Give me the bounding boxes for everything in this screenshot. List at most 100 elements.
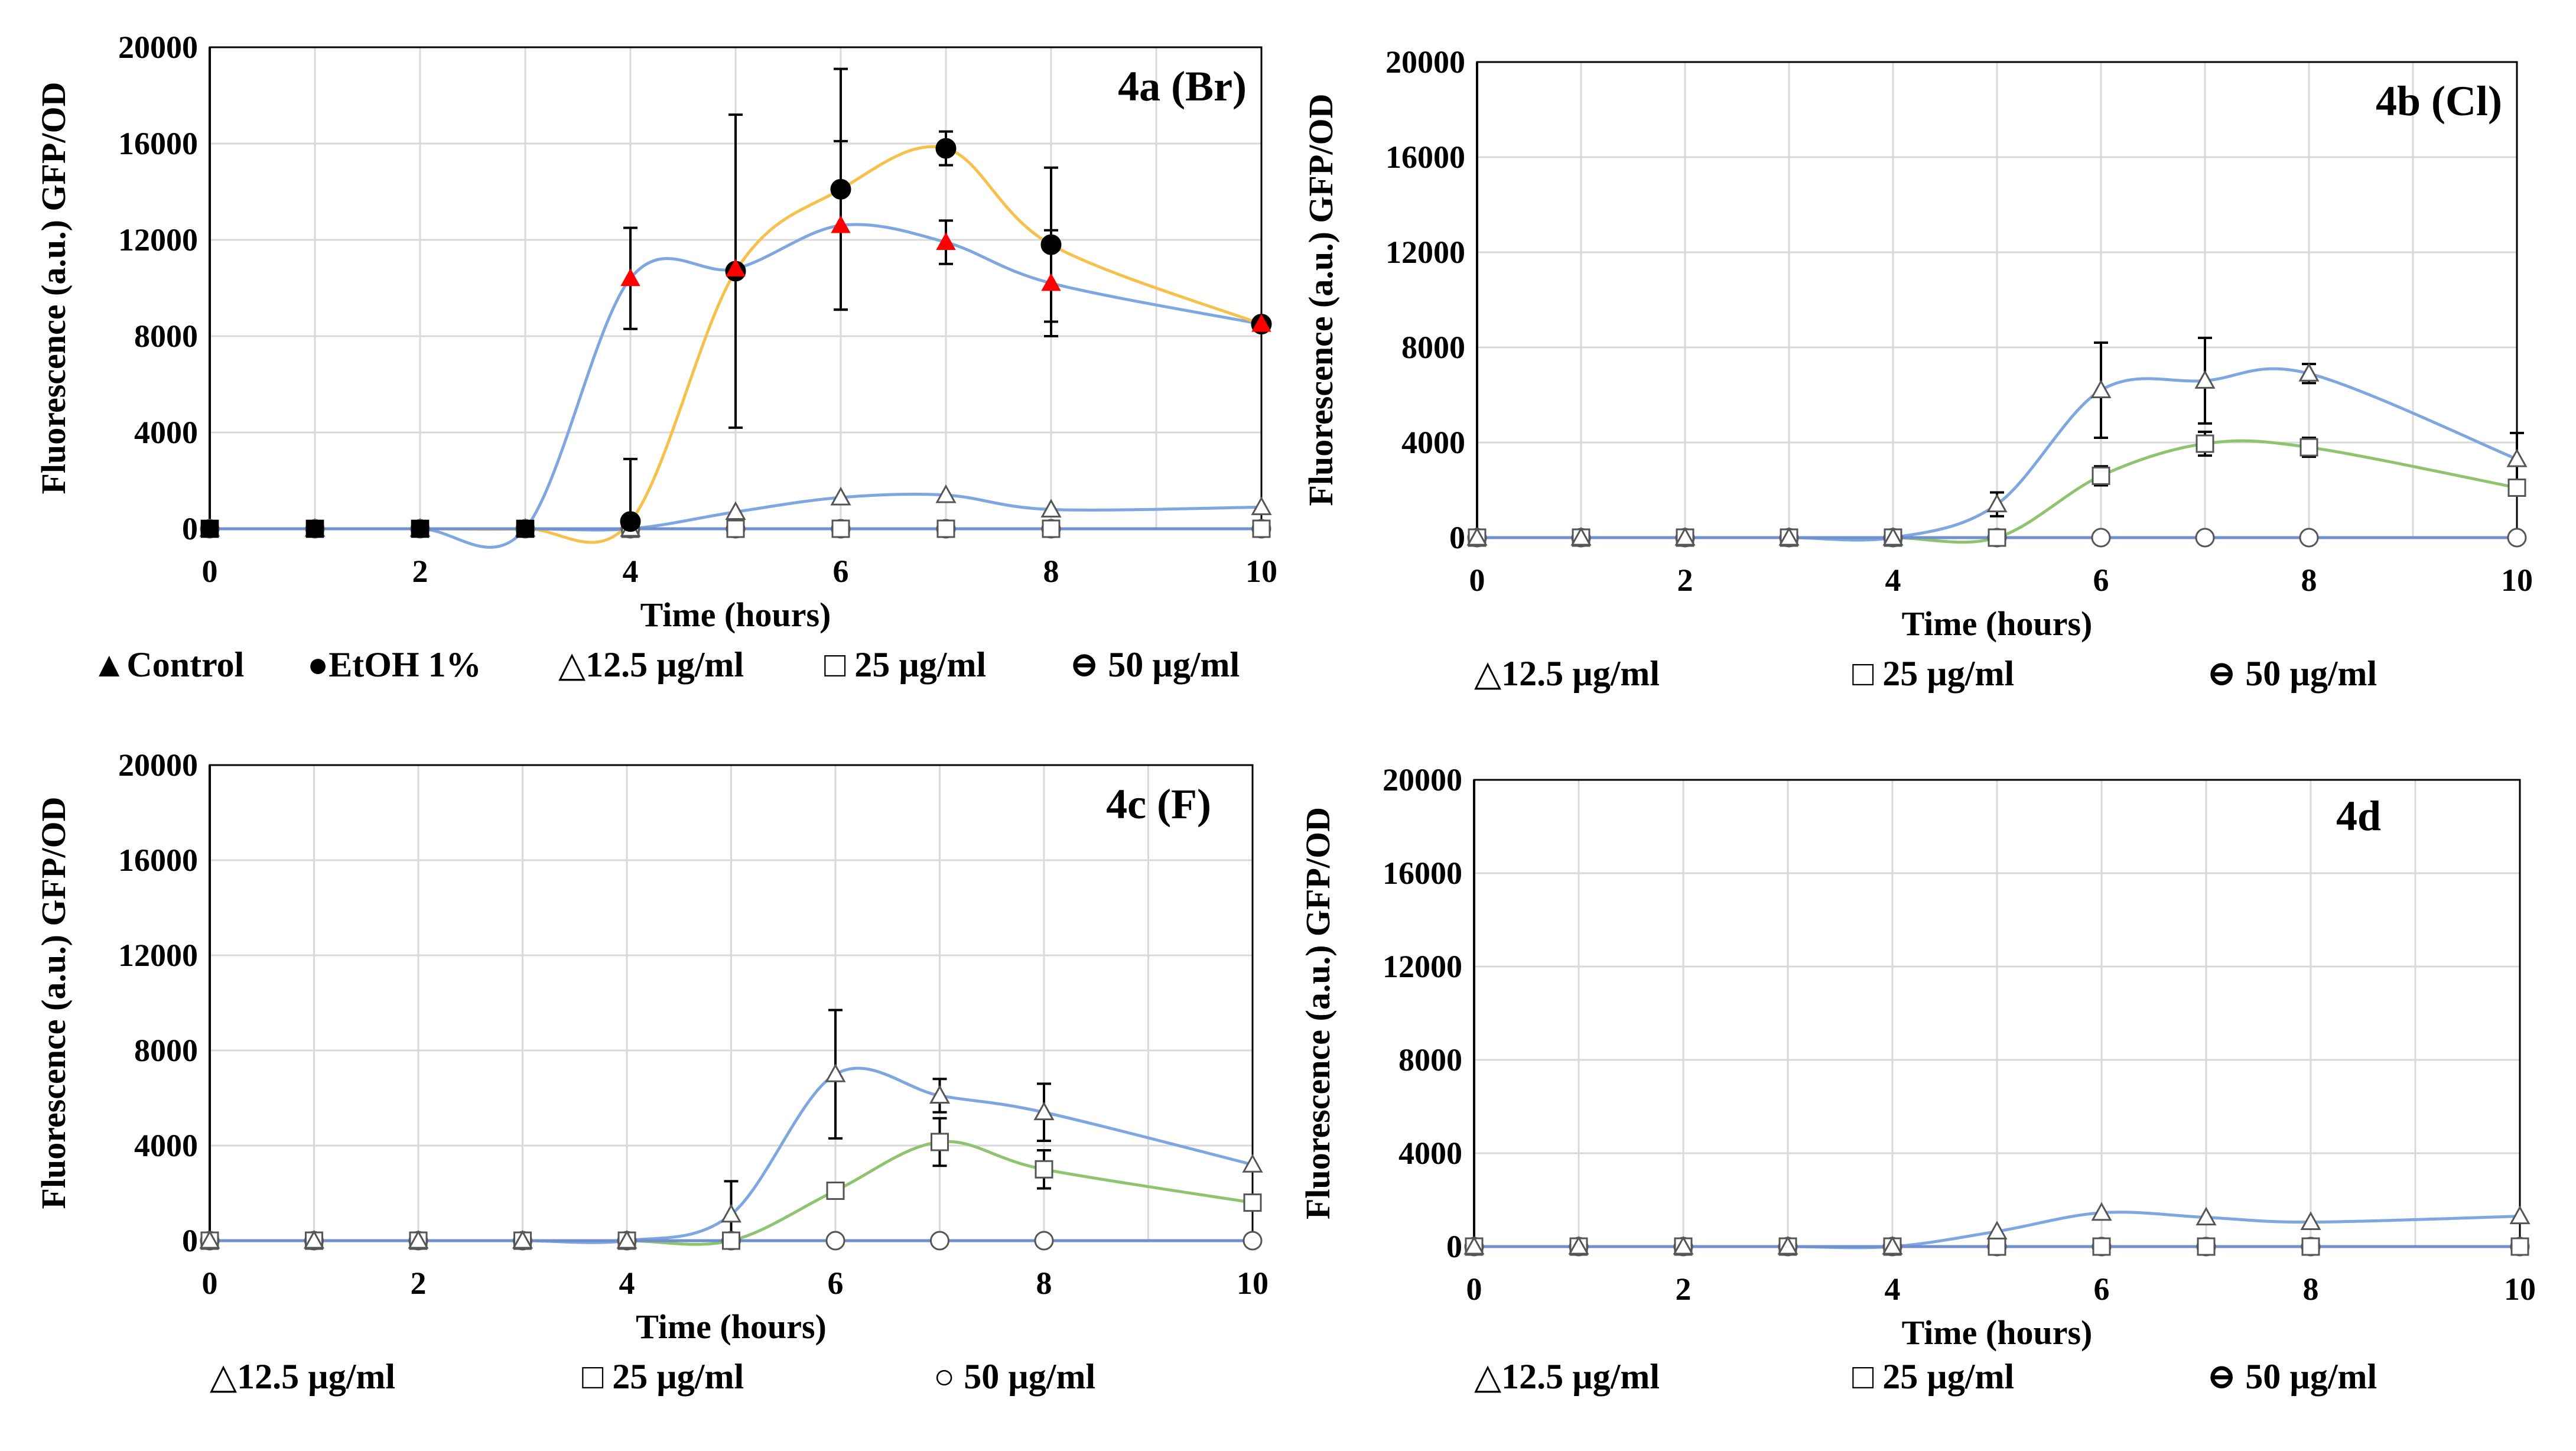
y-tick-label: 20000 [1385,44,1465,80]
data-point-2 [2091,528,2111,548]
y-tick-label: 4000 [134,415,198,450]
legend-entry: △12.5 µg/ml [558,645,744,684]
data-point-2 [830,486,851,506]
y-tick-label: 0 [182,1223,198,1258]
data-point-1 [1988,1237,2006,1256]
legend-entry: ▲Control [92,645,244,684]
data-point-3 [1252,519,1271,538]
y-tick-label: 4000 [134,1128,198,1163]
data-point-0 [201,520,219,538]
data-point-0 [306,520,324,538]
legend-entry: △12.5 µg/ml [1474,654,1660,693]
data-point-1 [2299,438,2318,457]
data-point-0 [1778,526,1800,546]
data-point-0 [2298,363,2320,382]
data-point-0 [2194,370,2216,389]
data-point-0 [1674,526,1696,546]
x-tick-label: 2 [412,554,428,589]
data-point-0 [1882,526,1904,546]
panel-title: 4d [2336,792,2381,840]
panel-title: 4c (F) [1106,780,1211,828]
data-point-0 [1466,526,1488,546]
x-axis-title: Time (hours) [640,596,831,634]
x-tick-label: 10 [1245,554,1277,589]
data-point-2 [1040,499,1062,518]
data-point-0 [1041,273,1061,291]
data-point-2 [1251,496,1272,515]
x-tick-label: 4 [1885,562,1901,598]
data-point-1 [722,1231,740,1250]
panel-title: 4b (Cl) [2376,77,2502,125]
y-tick-label: 16000 [1385,139,1465,175]
y-tick-label: 20000 [118,30,198,65]
x-tick-label: 0 [202,554,218,589]
data-point-2 [935,484,957,503]
x-tick-label: 0 [1469,562,1485,598]
data-point-0 [408,1229,429,1249]
x-tick-label: 4 [623,554,639,589]
data-point-0 [2090,379,2112,398]
data-point-1 [826,1181,845,1200]
x-tick-label: 6 [2093,562,2109,598]
legend-entry: △12.5 µg/ml [210,1357,395,1396]
legend-entry: ⊖ 50 µg/ml [2207,1357,2377,1396]
y-tick-label: 8000 [1401,330,1465,365]
y-tick-label: 4000 [1401,425,1465,460]
data-point-0 [616,1229,638,1249]
data-point-1 [2301,1237,2320,1256]
data-point-1 [620,511,641,532]
x-tick-label: 6 [833,554,849,589]
y-tick-label: 16000 [118,842,198,878]
data-point-0 [2509,1205,2531,1225]
x-tick-label: 8 [2303,1271,2319,1307]
data-point-3 [831,519,850,538]
x-tick-label: 0 [202,1265,218,1301]
y-tick-label: 20000 [1383,762,1462,798]
data-point-0 [2196,1206,2217,1226]
data-point-0 [1777,1235,1798,1255]
data-point-1 [2510,1237,2529,1256]
data-point-2 [825,1231,845,1251]
data-point-3 [726,519,745,538]
data-point-0 [929,1085,951,1104]
y-tick-label: 16000 [118,126,198,161]
x-axis-title: Time (hours) [636,1307,827,1346]
data-point-0 [199,1229,220,1249]
data-point-0 [1033,1101,1055,1121]
y-axis-title: Fluorescence (a.u.) GFP/OD [1299,807,1337,1219]
legend-entry: ○ 50 µg/ml [934,1357,1095,1396]
data-point-1 [830,178,851,200]
y-tick-label: 8000 [134,318,198,354]
y-tick-label: 8000 [1398,1042,1462,1078]
data-point-0 [1251,314,1271,332]
y-tick-label: 12000 [118,222,198,258]
y-axis-title: Fluorescence (a.u.) GFP/OD [34,82,73,494]
x-tick-label: 10 [2501,562,2533,598]
legend-entry: □ 25 µg/ml [1852,1357,2014,1396]
x-axis-title: Time (hours) [1902,604,2093,643]
data-point-0 [825,1063,846,1082]
x-tick-label: 8 [2301,562,2317,598]
x-tick-label: 0 [1466,1271,1482,1307]
data-point-1 [935,138,957,159]
x-tick-label: 4 [619,1265,635,1301]
data-point-1 [2092,1237,2111,1256]
y-axis-title: Fluorescence (a.u.) GFP/OD [1302,93,1340,506]
data-point-0 [1242,1154,1263,1173]
data-point-0 [1986,493,2008,513]
y-tick-label: 0 [1446,1229,1462,1264]
data-point-0 [516,520,534,538]
data-point-1 [1035,1160,1053,1179]
data-point-1 [2197,1237,2216,1256]
chart-panel-1: 0 4000 8000 12000 16000 20000 0 2 4 6 8 10 Time (hou… [34,30,1277,684]
legend-entry: □ 25 µg/ml [824,645,986,684]
data-point-2 [930,1231,949,1251]
data-point-0 [720,1203,742,1223]
data-point-0 [936,232,956,250]
y-tick-label: 0 [1449,520,1465,555]
y-tick-label: 8000 [134,1033,198,1068]
data-point-1 [2196,434,2214,453]
data-point-0 [1568,1235,1589,1255]
legend-entry: ⊖ 50 µg/ml [1069,645,1240,684]
chart-panel-2: 0 4000 8000 12000 16000 20000 0 2 4 6 8 10 Time (hou… [1302,44,2533,693]
